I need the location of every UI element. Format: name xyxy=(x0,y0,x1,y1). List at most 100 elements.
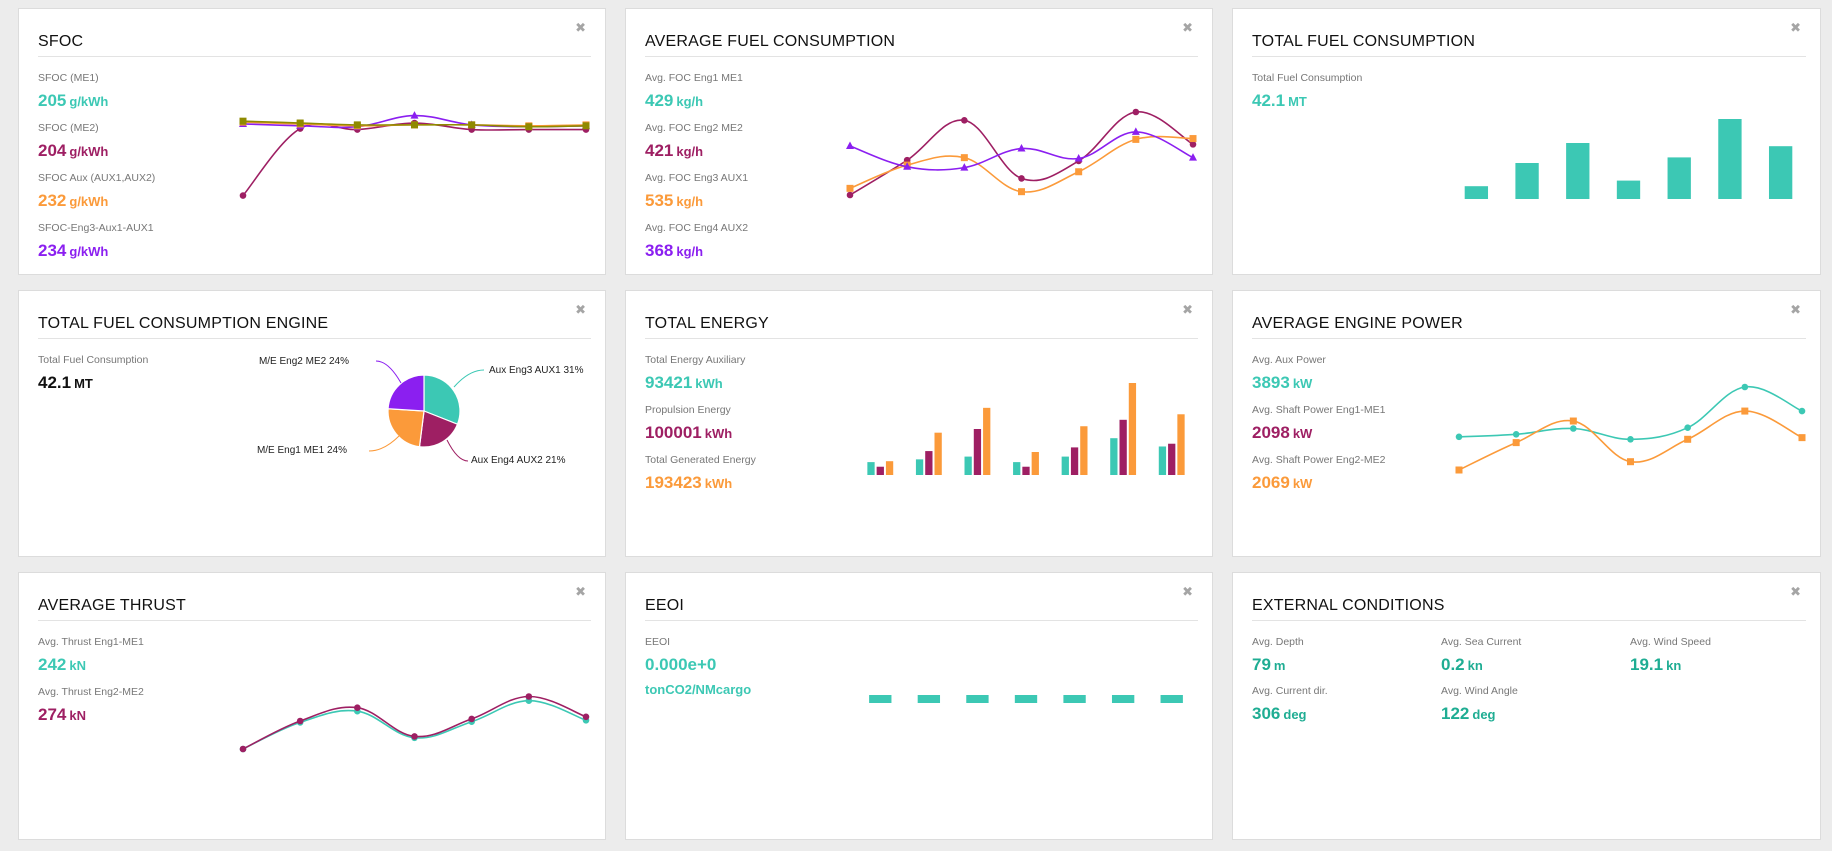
data-point xyxy=(1570,425,1577,432)
bar xyxy=(966,695,989,703)
condition-label: Avg. Current dir. xyxy=(1252,685,1328,697)
bar xyxy=(964,456,972,475)
condition-item: Avg. Current dir. 306 deg xyxy=(1252,685,1432,735)
close-icon[interactable]: ✖ xyxy=(1182,20,1193,35)
metric-number: 429 xyxy=(645,91,674,110)
metric-value: 204 g/kWh xyxy=(38,140,238,162)
data-point xyxy=(1132,135,1140,143)
metric-number: 100001 xyxy=(645,423,702,442)
metric-number: 205 xyxy=(38,91,67,110)
metric-unit: kW xyxy=(1292,426,1313,441)
data-point xyxy=(1017,144,1026,152)
condition-value: 122 deg xyxy=(1441,703,1621,725)
metric-label: Avg. Thrust Eng2-ME2 xyxy=(38,686,144,698)
metrics-list: Total Fuel Consumption 42.1 MT xyxy=(38,354,238,404)
close-icon[interactable]: ✖ xyxy=(1790,302,1801,317)
data-point xyxy=(1132,108,1140,116)
data-point xyxy=(410,111,419,119)
metric-unit: g/kWh xyxy=(69,144,109,159)
metric-value: 535 kg/h xyxy=(645,190,845,212)
series-line xyxy=(1458,386,1803,441)
condition-item: Avg. Sea Current 0.2 kn xyxy=(1441,636,1621,686)
avg-fuel-card: AVERAGE FUEL CONSUMPTION ✖ Avg. FOC Eng1… xyxy=(625,8,1213,275)
metric-label: EEOI xyxy=(645,636,671,648)
metric-label: Avg. FOC Eng4 AUX2 xyxy=(645,222,749,234)
metric-label: Avg. Shaft Power Eng1-ME1 xyxy=(1252,404,1386,416)
divider xyxy=(1252,338,1806,339)
bar xyxy=(1566,143,1590,199)
metric-label: Total Generated Energy xyxy=(645,454,756,466)
metrics-list: Avg. Thrust Eng1-ME1 242 kN Avg. Thrust Eng… xyxy=(38,636,238,736)
condition-number: 19.1 xyxy=(1630,655,1664,674)
metric-unit: kWh xyxy=(704,426,733,441)
pie-connector xyxy=(375,360,402,384)
metric-unit: kWh xyxy=(695,376,723,391)
condition-unit: deg xyxy=(1283,707,1307,722)
data-point xyxy=(296,717,304,725)
data-point xyxy=(239,117,247,125)
data-point xyxy=(846,191,854,199)
close-icon[interactable]: ✖ xyxy=(1790,20,1801,35)
bar xyxy=(1768,146,1793,199)
bar xyxy=(1168,443,1176,475)
data-point xyxy=(582,713,590,721)
close-icon[interactable]: ✖ xyxy=(575,584,586,599)
bar xyxy=(983,407,991,475)
sfoc-chart xyxy=(239,111,590,199)
metric-number: 42.1 xyxy=(1252,91,1286,110)
bar xyxy=(1158,446,1167,475)
data-point xyxy=(582,122,590,130)
metric-number: 2069 xyxy=(1252,473,1290,492)
close-icon[interactable]: ✖ xyxy=(1182,302,1193,317)
metric-unit: MT xyxy=(74,376,93,391)
divider xyxy=(645,56,1198,57)
eeoi-unit: tonCO2/NMcargo xyxy=(645,682,752,697)
avg-power-chart xyxy=(1455,383,1806,474)
condition-item: Avg. Wind Angle 122 deg xyxy=(1441,685,1621,735)
metric-value: 274 kN xyxy=(38,704,238,726)
data-point xyxy=(1512,439,1520,447)
data-point xyxy=(903,162,912,170)
pie-label: M/E Eng2 ME2 24% xyxy=(259,356,349,367)
metric-number: 0.000e+0 xyxy=(645,655,717,674)
total-energy-chart xyxy=(867,383,1185,475)
pie-slice xyxy=(387,374,425,412)
bar xyxy=(1515,163,1539,199)
series-line xyxy=(242,699,587,750)
bar xyxy=(1667,157,1691,199)
bar xyxy=(1718,119,1742,199)
metric-value: 242 kN xyxy=(38,654,238,676)
metric-value: 2069 kW xyxy=(1252,472,1452,494)
metric-number: 93421 xyxy=(645,373,693,392)
data-point xyxy=(239,745,247,753)
close-icon[interactable]: ✖ xyxy=(1790,584,1801,599)
card-title: AVERAGE ENGINE POWER xyxy=(1252,315,1463,332)
condition-unit: kn xyxy=(1467,658,1483,673)
bar xyxy=(869,695,892,703)
pie-slice xyxy=(423,374,461,426)
close-icon[interactable]: ✖ xyxy=(1182,584,1193,599)
metric-number: 535 xyxy=(645,191,674,210)
bar xyxy=(1111,695,1135,703)
divider xyxy=(1252,620,1806,621)
metric-number: 204 xyxy=(38,141,67,160)
metrics-list: Total Energy Auxiliary 93421 kWh Propulsion… xyxy=(645,354,845,504)
metric-number: 368 xyxy=(645,241,674,260)
condition-value: 79 m xyxy=(1252,654,1432,676)
data-point xyxy=(1455,466,1463,474)
close-icon[interactable]: ✖ xyxy=(575,20,586,35)
divider xyxy=(645,620,1198,621)
condition-value: 306 deg xyxy=(1252,703,1432,725)
metric-value: 421 kg/h xyxy=(645,140,845,162)
pie-label: Aux Eng3 AUX1 31% xyxy=(489,365,584,376)
condition-unit: m xyxy=(1273,658,1286,673)
data-point xyxy=(1741,407,1749,415)
metric-unit: kg/h xyxy=(676,194,704,209)
pie-connector xyxy=(446,439,469,462)
bar xyxy=(1464,186,1489,199)
bar xyxy=(1616,180,1641,199)
metric-unit: kW xyxy=(1292,476,1313,491)
close-icon[interactable]: ✖ xyxy=(575,302,586,317)
condition-label: Avg. Wind Speed xyxy=(1630,636,1711,648)
bar xyxy=(1061,456,1069,475)
